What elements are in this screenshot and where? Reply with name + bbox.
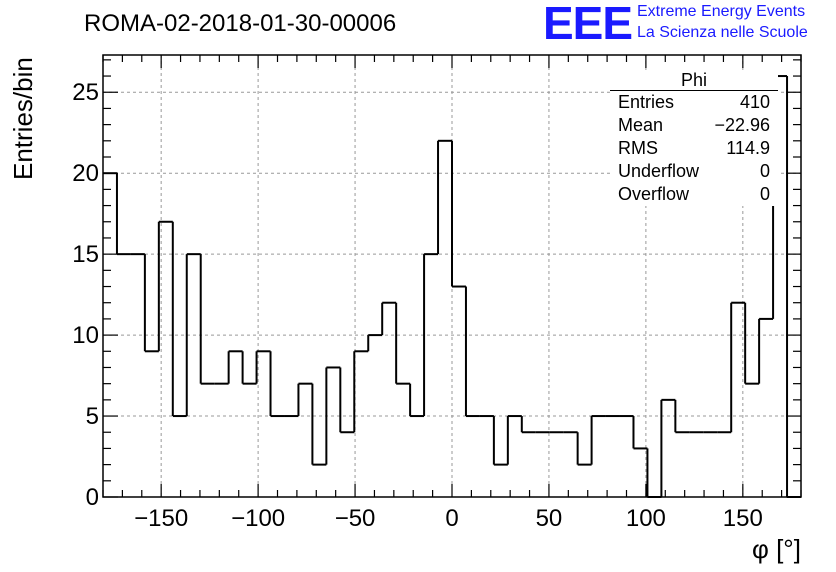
stats-row-entries: Entries 410: [610, 91, 778, 114]
stats-row-overflow: Overflow 0: [610, 183, 778, 206]
y-tick-label: 15: [72, 241, 99, 268]
chart-title: ROMA-02-2018-01-30-00006: [84, 10, 397, 37]
x-tick-label: 100: [626, 505, 666, 532]
stats-row-rms: RMS 114.9: [610, 137, 778, 160]
stats-value: 0: [759, 161, 770, 181]
stats-title: Phi: [610, 70, 778, 91]
x-tick-label: −100: [231, 505, 285, 532]
stats-value: 114.9: [726, 138, 770, 158]
x-tick-label: 0: [445, 505, 458, 532]
logo-text-line2: La Scienza nelle Scuole: [637, 24, 808, 41]
stats-label: RMS: [618, 138, 658, 158]
x-tick-label: −150: [134, 505, 188, 532]
stats-row-underflow: Underflow 0: [610, 160, 778, 183]
axes: −150 −100 −50 0 50 100 150 0 5 10 15 20 25: [72, 54, 802, 532]
y-tick-label: 5: [86, 403, 99, 430]
x-tick-label: −50: [335, 505, 376, 532]
x-tick-label: 50: [536, 505, 563, 532]
stats-row-mean: Mean −22.96: [610, 114, 778, 137]
y-tick-label: 0: [86, 484, 99, 511]
y-tick-label: 20: [72, 160, 99, 187]
stats-label: Entries: [618, 92, 675, 112]
stats-value: −22.96: [714, 115, 770, 135]
y-tick-label: 10: [72, 322, 99, 349]
x-tick-label: 150: [723, 505, 763, 532]
stats-box: Phi Entries 410 Mean −22.96 RMS 114.9 Un…: [610, 70, 778, 206]
eee-logo: EEE: [543, 0, 633, 49]
stats-label: Underflow: [618, 161, 700, 181]
stats-label: Mean: [618, 115, 664, 135]
stats-value: 410: [739, 92, 770, 112]
x-axis-label: φ [°]: [752, 534, 801, 564]
y-axis-label: Entries/bin: [8, 57, 38, 180]
y-tick-label: 25: [72, 79, 99, 106]
logo-text-line1: Extreme Energy Events: [637, 3, 806, 20]
stats-value: 0: [759, 184, 770, 204]
stats-label: Overflow: [618, 184, 690, 204]
